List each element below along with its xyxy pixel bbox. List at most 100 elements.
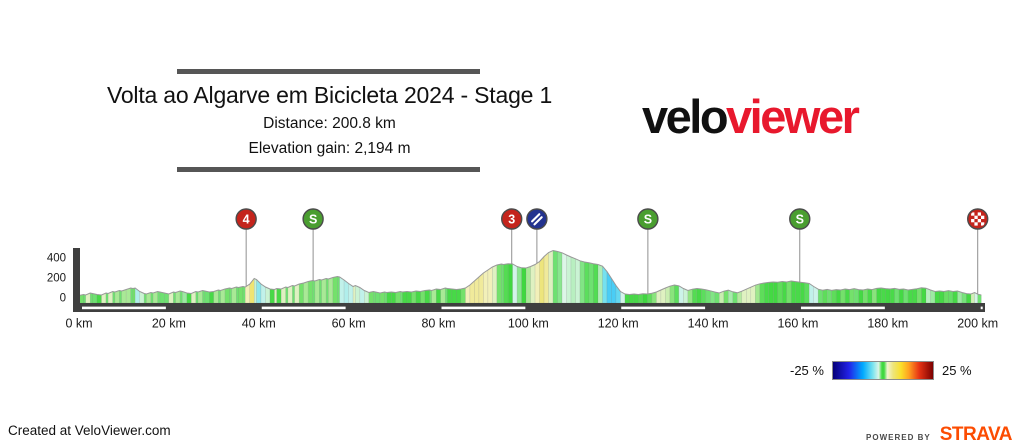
profile-segment [429,289,432,304]
profile-segment [355,285,361,304]
profile-segment [202,290,206,304]
profile-segment [352,285,356,304]
profile-segment [835,289,841,304]
profile-segment [242,286,246,304]
profile-segment [651,291,657,304]
checker-square [974,215,978,219]
profile-segment [930,289,936,304]
x-tick-label: 60 km [332,317,366,331]
profile-segment [723,289,729,304]
profile-segment [903,288,909,304]
profile-segment [319,279,322,304]
profile-segment [898,288,904,304]
profile-segment [952,290,958,304]
profile-segment [96,294,102,304]
powered-by-label: POWERED BY [866,433,931,442]
profile-segment [889,288,895,304]
profile-segment [602,265,608,304]
profile-segment [925,287,931,304]
profile-segment [557,251,563,304]
profile-segment [912,288,918,304]
profile-segment [125,287,131,304]
profile-segment [773,281,778,304]
profile-segment [114,290,120,304]
legend-min-label: -25 % [790,363,824,378]
checker-square [981,222,985,226]
profile-segment [916,287,922,304]
title-rule-bottom [177,167,480,172]
profile-segment [822,289,828,304]
profile-segment [642,293,648,304]
profile-segment [687,288,693,304]
sprint-2-marker: S [637,208,659,294]
profile-segment [303,281,309,304]
profile-segment [871,288,877,304]
elevation-profile-chart: 0 200 400 0 km 20 km 40 km 60 km 80 km 100 km 120… [47,208,998,331]
y-tick-label: 0 [60,293,66,305]
profile-segment [420,290,426,304]
profile-segment [977,293,982,304]
gradient-legend: -25 % 25 % [790,361,972,380]
marker-label: S [796,212,804,226]
profile-segment [588,262,594,304]
created-at-credit: Created at VeloViewer.com [8,423,171,438]
profile-segment [817,288,823,304]
profile-segment [862,288,868,304]
profile-segment [312,280,316,304]
x-axis-stripe [441,306,526,310]
x-tick-label: 140 km [688,317,729,331]
profile-segment [307,280,313,304]
profile-segment [503,263,509,304]
profile-segment [254,278,257,304]
profile-segment [436,288,441,304]
profile-segment [885,288,891,304]
profile-segment [478,272,484,304]
x-axis-stripe [261,306,346,310]
profile-segment [750,284,756,304]
profile-segment [400,291,403,304]
profile-segment [395,291,401,304]
profile-segment [552,250,558,304]
profile-segment [880,287,886,304]
veloviewer-logo: veloviewer [642,93,860,140]
profile-segment [218,289,221,304]
profile-segment [961,292,967,304]
profile-segment [566,254,572,304]
x-axis-stripe [82,306,166,310]
profile-segment [786,280,792,304]
profile-segment [768,281,774,304]
profile-segment [451,288,457,304]
profile-segment [831,289,837,304]
profile-segment [876,287,882,304]
profile-segment [130,287,134,304]
profile-outline [78,249,982,296]
x-axis-stripe [621,306,706,310]
profile-segment [665,285,671,304]
checker-square [977,219,982,223]
marker-circle [302,208,324,230]
profile-segment [249,277,255,304]
profile-segment [579,260,585,304]
marker-label: 4 [243,212,250,226]
profile-segment [281,286,286,304]
profile-segment [285,286,289,304]
profile-segment [647,292,653,304]
profile-segment [638,293,644,304]
profile-segment [143,293,147,304]
sprint-3-marker: S [789,208,811,283]
profile-segment [460,287,466,304]
profile-segment [791,280,796,304]
marker-circle [526,208,548,230]
checker-square [981,215,985,219]
profile-segment [445,287,448,304]
profile-segment [384,291,388,304]
profile-segment [339,276,345,304]
profile-segment [197,290,203,304]
profile-segment [325,278,329,304]
profile-segment [894,288,900,304]
profile-segment [732,291,738,304]
profile-segment [83,294,86,304]
profile-segment [402,291,408,304]
profile-segment [375,291,381,304]
profile-segment [939,290,945,304]
